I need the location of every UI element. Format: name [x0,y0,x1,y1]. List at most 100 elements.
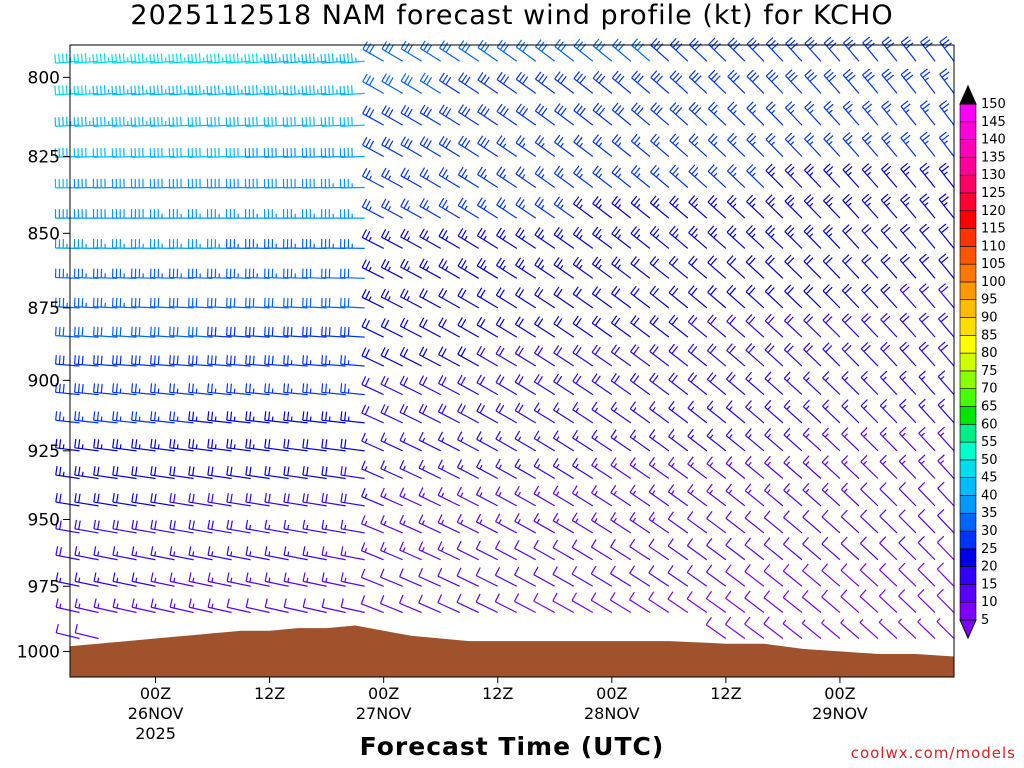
barb-full [553,165,561,174]
barb-staff [553,323,575,338]
wind-barb [515,71,537,94]
wind-barb [744,455,765,479]
barb-staff [859,542,879,561]
barb-full [785,37,793,45]
barb-full [496,227,502,236]
site-credit[interactable]: coolwx.com/models [850,744,1016,762]
barb-full [938,193,947,200]
wind-barb [707,195,727,219]
barb-half [767,405,772,411]
barb-full [630,195,638,204]
wind-barb [592,196,613,219]
barb-staff [283,501,308,507]
wind-barb [898,618,917,639]
barb-full [380,288,386,298]
barb-full [648,591,655,600]
barb-staff [399,602,422,614]
wind-barb [302,598,327,614]
barb-full [496,135,503,144]
barb-full [422,106,429,115]
barb-full [667,484,675,493]
colorbar-label: 110 [981,239,1006,254]
barb-staff [727,43,746,62]
wind-barb [802,399,822,424]
barb-staff [340,92,365,96]
barb-staff [591,293,613,309]
barb-half [789,233,794,238]
wind-barb [207,466,232,480]
y-tick-label: 975 [28,577,60,597]
wind-barb [803,313,822,338]
barb-staff [207,363,232,367]
barb-full [848,42,856,50]
wind-barb [283,383,308,396]
barb-full [495,287,502,296]
barb-staff [207,447,232,452]
wind-barb [73,268,99,279]
barb-full [629,429,636,438]
wind-barb [842,132,860,157]
barb-staff [534,203,556,219]
barb-half [368,296,372,301]
barb-full [112,438,115,448]
barb-half [690,434,695,439]
barb-full [229,85,232,95]
wind-barb [552,458,575,480]
barb-staff [283,306,308,309]
wind-barb [900,68,917,94]
barb-staff [93,447,118,452]
barb-staff [93,554,118,561]
barb-full [688,164,696,172]
barb-full [160,53,163,63]
barb-full [552,512,559,522]
barb-full [62,384,65,394]
barb-staff [188,306,213,309]
barb-staff [496,79,518,94]
barb-staff [763,623,784,639]
barb-full [380,375,386,385]
barb-staff [264,501,289,507]
barb-half [859,618,864,624]
wind-barb [380,259,403,279]
colorbar-swatch [959,388,977,407]
wind-barb [495,458,518,480]
barb-full [845,166,853,173]
barb-full [77,411,81,421]
wind-barb [93,411,118,424]
colorbar-label: 55 [981,435,998,450]
wind-barb [54,297,80,309]
barb-full [921,165,930,173]
barb-full [480,229,486,239]
wind-barb [764,371,784,396]
barb-staff [650,140,670,157]
barb-staff [516,46,537,62]
wind-barb [302,546,327,561]
wind-barb [130,239,156,250]
barb-full [169,355,171,365]
wind-barb [55,598,80,614]
wind-barb [130,116,156,127]
wind-barb [302,572,327,587]
wind-barb [571,539,594,561]
barb-half [866,140,872,145]
wind-barb [687,372,708,396]
barb-full [707,101,715,110]
barb-staff [400,296,422,309]
barb-half [866,171,871,176]
barb-full [898,509,906,517]
barb-half [464,174,468,180]
barb-full [710,287,717,296]
barb-staff [629,546,651,561]
barb-full [437,375,444,384]
wind-barb [320,53,346,64]
wind-barb [880,253,898,279]
barb-full [803,342,811,350]
barb-staff [802,462,822,479]
wind-barb [245,209,270,219]
wind-barb [112,355,137,367]
barb-full [886,42,895,49]
barb-half [732,203,737,208]
barb-staff [725,623,746,639]
colorbar-label: 10 [981,595,998,610]
barb-full [403,74,410,84]
